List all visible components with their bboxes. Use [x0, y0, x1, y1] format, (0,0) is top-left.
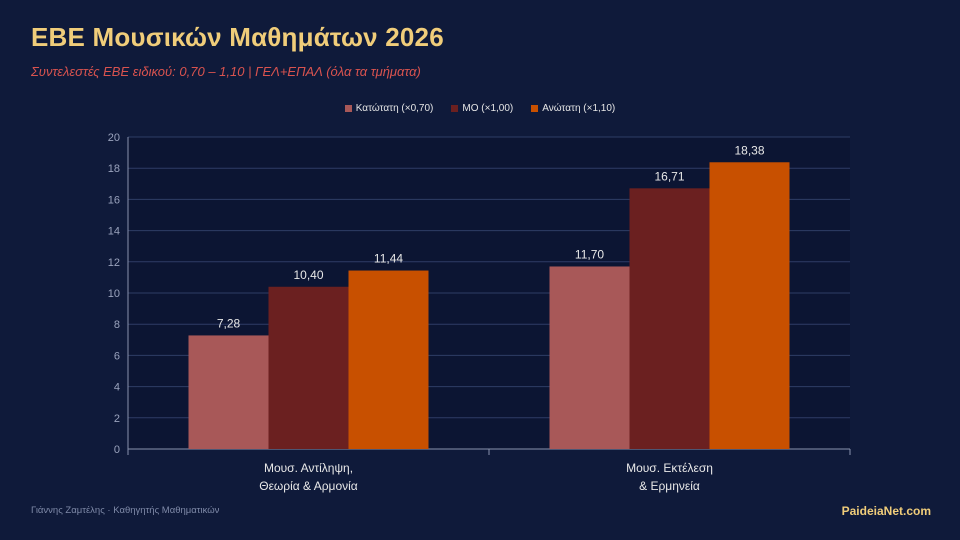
chart-legend: Κατώτατη (×0,70) ΜΟ (×1,00) Ανώτατη (×1,… [0, 103, 960, 114]
y-tick-label: 10 [108, 288, 120, 300]
legend-swatch-min [344, 105, 352, 112]
y-tick-label: 20 [108, 132, 120, 144]
data-label: 16,71 [654, 169, 684, 183]
y-tick-label: 2 [114, 413, 120, 425]
bar-min-1 [549, 266, 630, 449]
y-tick-label: 0 [114, 444, 120, 456]
data-label: 11,70 [575, 247, 604, 261]
legend-swatch-max [531, 105, 539, 112]
legend-label-min: Κατώτατη (×0,70) [355, 103, 434, 114]
legend-item-max: Ανώτατη (×1,10) [531, 103, 615, 114]
y-tick-label: 14 [108, 226, 120, 238]
x-category-label: Μουσ. Εκτέλεση [626, 461, 713, 475]
bar-avg-1 [629, 188, 710, 449]
data-label: 7,28 [217, 316, 241, 330]
data-label: 11,44 [374, 252, 403, 266]
y-tick-label: 16 [108, 194, 120, 206]
y-tick-label: 12 [108, 257, 120, 269]
y-tick-label: 8 [114, 319, 120, 331]
x-category-label: Θεωρία & Αρμονία [259, 479, 358, 493]
x-category-label: & Ερμηνεία [639, 479, 700, 493]
data-label: 10,40 [293, 268, 323, 282]
bar-max-1 [709, 162, 790, 449]
footer-brand[interactable]: PaideiaNet.com [841, 504, 931, 518]
y-tick-label: 18 [108, 163, 120, 175]
data-label: 18,38 [734, 143, 764, 157]
legend-label-avg: ΜΟ (×1,00) [462, 103, 514, 114]
legend-label-max: Ανώτατη (×1,10) [542, 103, 616, 114]
bar-avg-0 [268, 286, 349, 449]
y-tick-label: 4 [114, 382, 120, 394]
page-title: ΕΒΕ Μουσικών Μαθημάτων 2026 [31, 22, 444, 52]
legend-item-min: Κατώτατη (×0,70) [344, 103, 434, 114]
legend-swatch-avg [451, 105, 459, 112]
legend-item-avg: ΜΟ (×1,00) [451, 103, 513, 114]
footer-author: Γιάννης Ζαμτέλης · Καθηγητής Μαθηματικών [31, 505, 220, 516]
page-subtitle: Συντελεστές ΕΒΕ ειδικού: 0,70 – 1,10 | Γ… [31, 64, 421, 79]
x-category-label: Μουσ. Αντίληψη, [264, 461, 353, 475]
bar-max-0 [348, 270, 429, 449]
bar-min-0 [188, 335, 269, 449]
y-tick-label: 6 [114, 350, 120, 362]
